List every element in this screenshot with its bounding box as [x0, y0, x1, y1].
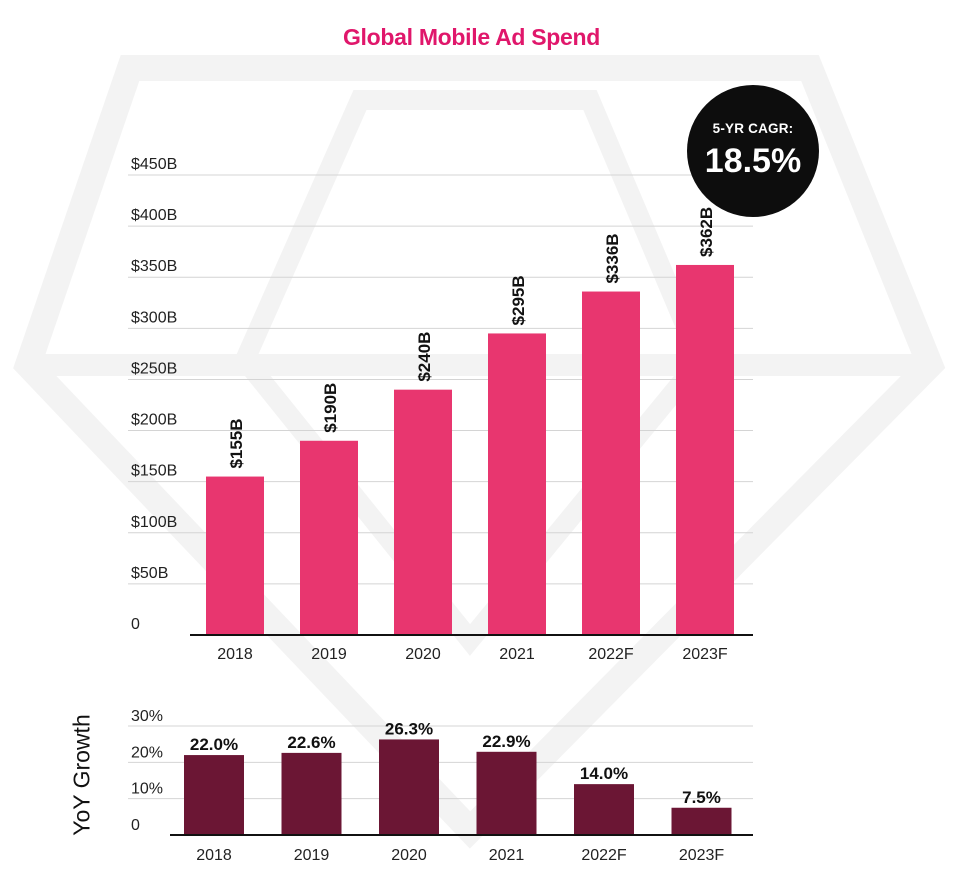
- y-tick-label: $100B: [131, 514, 177, 531]
- x-tick-label: 2020: [391, 847, 427, 864]
- spend-bar-chart: 0 $50B $100B $150B $200B $250B $300B $350B $400B…: [128, 156, 753, 663]
- bar-value-label: 22.0%: [190, 735, 238, 754]
- y-tick-label: $200B: [131, 412, 177, 429]
- x-tick-label: 2022F: [588, 646, 634, 663]
- x-tick-label: 2020: [405, 646, 441, 663]
- x-tick-label: 2021: [499, 646, 535, 663]
- bar-value-label: 22.9%: [482, 732, 530, 751]
- bar: [671, 807, 732, 835]
- y-tick-label: $350B: [131, 258, 177, 275]
- bar: [476, 751, 537, 835]
- cagr-badge: 5-YR CAGR: 18.5%: [687, 85, 819, 217]
- cagr-label: 5-YR CAGR:: [712, 121, 794, 136]
- bar: [582, 291, 640, 635]
- bar-value-label: $190B: [321, 383, 340, 433]
- x-tick-label: 2018: [217, 646, 253, 663]
- bar-value-label: $155B: [227, 418, 246, 468]
- y-tick-label: $250B: [131, 360, 177, 377]
- bar: [488, 333, 546, 635]
- bar-value-label: 26.3%: [385, 719, 433, 738]
- bar: [394, 389, 452, 635]
- bar: [184, 755, 244, 835]
- yoy-growth-axis-label: YoY Growth: [68, 714, 95, 836]
- bar: [574, 784, 634, 835]
- bar: [379, 739, 439, 835]
- bar-value-label: $240B: [415, 332, 434, 382]
- x-tick-label: 2022F: [581, 847, 627, 864]
- y-tick-label: $400B: [131, 207, 177, 224]
- x-tick-label: 2019: [294, 847, 330, 864]
- bar-value-label: 7.5%: [682, 788, 721, 807]
- y-tick-label: 10%: [131, 781, 163, 798]
- y-tick-label: $150B: [131, 463, 177, 480]
- bar-value-label: 14.0%: [580, 764, 628, 783]
- cagr-value: 18.5%: [704, 142, 802, 180]
- y-tick-label: 0: [131, 817, 140, 834]
- x-tick-label: 2021: [489, 847, 525, 864]
- x-tick-label: 2018: [196, 847, 232, 864]
- bar: [281, 752, 342, 835]
- y-tick-label: 0: [131, 616, 140, 633]
- x-tick-label: 2019: [311, 646, 347, 663]
- bar-value-label: $336B: [603, 233, 622, 283]
- y-tick-label: $50B: [131, 565, 168, 582]
- bar: [676, 264, 734, 635]
- bar: [300, 440, 358, 635]
- bar: [206, 476, 264, 635]
- y-tick-label: 30%: [131, 708, 163, 725]
- x-tick-label: 2023F: [679, 847, 725, 864]
- bar-value-label: $295B: [509, 275, 528, 325]
- x-tick-label: 2023F: [682, 646, 728, 663]
- bar-value-label: $362B: [697, 207, 716, 257]
- y-tick-label: $300B: [131, 309, 177, 326]
- y-tick-label: 20%: [131, 744, 163, 761]
- y-tick-label: $450B: [131, 156, 177, 173]
- bar-value-label: 22.6%: [287, 733, 335, 752]
- chart-title: Global Mobile Ad Spend: [342, 24, 601, 50]
